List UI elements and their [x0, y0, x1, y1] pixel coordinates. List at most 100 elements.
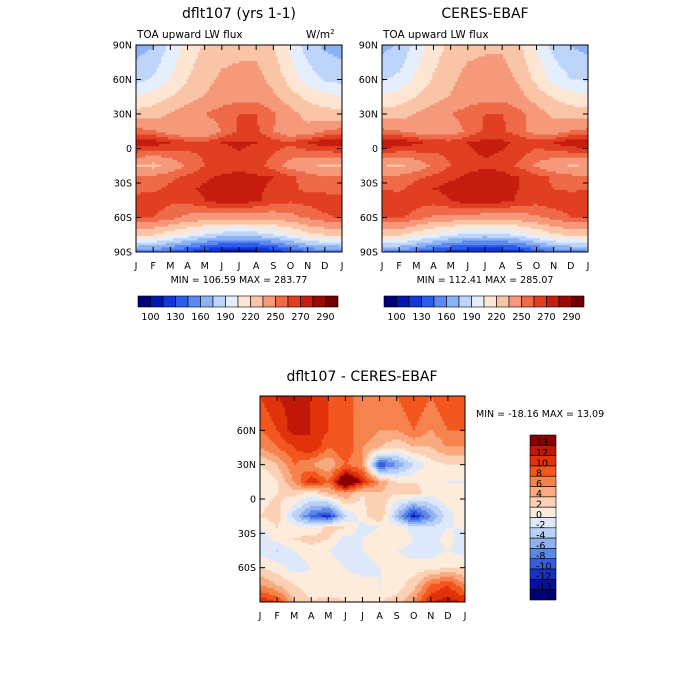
heatmap-cell — [138, 84, 142, 87]
heatmap-cell — [330, 97, 334, 101]
heatmap-cell — [241, 81, 245, 85]
heatmap-cell — [264, 65, 268, 69]
heatmap-cell — [287, 125, 290, 129]
heatmap-cell — [303, 130, 306, 133]
heatmap-cell — [273, 58, 277, 62]
heatmap-cell — [312, 58, 316, 62]
heatmap-cell — [287, 130, 290, 133]
heatmap-cell — [303, 68, 306, 71]
heatmap-cell — [170, 146, 174, 150]
heatmap-cell — [165, 169, 169, 173]
heatmap-cell — [218, 91, 222, 94]
heatmap-cell — [168, 45, 171, 48]
heatmap-cell — [136, 54, 139, 58]
heatmap-cell — [239, 125, 242, 129]
heatmap-cell — [168, 81, 171, 85]
heatmap-cell — [188, 61, 192, 64]
heatmap-cell — [264, 164, 268, 168]
heatmap-cell — [241, 49, 245, 53]
heatmap-cell — [156, 153, 160, 156]
heatmap-cell — [248, 56, 252, 60]
heatmap-cell — [268, 155, 272, 159]
heatmap-cell — [170, 58, 174, 62]
heatmap-cell — [291, 166, 295, 170]
heatmap-cell — [243, 68, 247, 71]
heatmap-cell — [225, 166, 229, 170]
heatmap-cell — [243, 72, 247, 76]
heatmap-cell — [145, 130, 149, 133]
heatmap-cell — [257, 157, 261, 161]
heatmap-cell — [211, 118, 215, 122]
heatmap-cell — [257, 130, 261, 133]
heatmap-cell — [305, 118, 309, 122]
heatmap-cell — [236, 74, 240, 78]
heatmap-cell — [158, 153, 162, 156]
heatmap-cell — [227, 137, 231, 140]
heatmap-cell — [277, 61, 281, 64]
heatmap-cell — [314, 132, 318, 136]
heatmap-cell — [337, 169, 341, 173]
heatmap-cell — [181, 125, 185, 129]
heatmap-cell — [303, 56, 306, 60]
heatmap-cell — [197, 130, 201, 133]
heatmap-cell — [335, 100, 339, 104]
heatmap-cell — [140, 130, 144, 133]
heatmap-cell — [211, 56, 215, 60]
heatmap-cell — [268, 162, 272, 166]
heatmap-cell — [211, 130, 215, 133]
heatmap-cell — [177, 160, 181, 163]
heatmap-cell — [184, 81, 187, 85]
heatmap-cell — [172, 160, 176, 163]
heatmap-cell — [305, 130, 309, 133]
heatmap-cell — [241, 130, 245, 133]
heatmap-cell — [303, 51, 306, 55]
heatmap-cell — [172, 49, 176, 53]
heatmap-cell — [190, 72, 194, 76]
heatmap-cell — [145, 150, 149, 154]
heatmap-cell — [136, 63, 139, 67]
heatmap-cell — [252, 97, 256, 101]
heatmap-cell — [168, 47, 171, 51]
heatmap-cell — [255, 104, 258, 108]
heatmap-cell — [298, 132, 302, 136]
heatmap-cell — [184, 114, 187, 117]
heatmap-cell — [289, 157, 293, 161]
heatmap-cell — [234, 155, 238, 159]
heatmap-cell — [200, 102, 203, 106]
heatmap-cell — [145, 51, 149, 55]
heatmap-cell — [163, 58, 167, 62]
heatmap-cell — [161, 111, 165, 115]
heatmap-cell — [257, 54, 261, 58]
heatmap-cell — [147, 91, 151, 94]
heatmap-cell — [190, 79, 194, 83]
heatmap-cell — [229, 166, 233, 170]
heatmap-cell — [332, 148, 336, 152]
heatmap-cell — [248, 127, 252, 131]
heatmap-cell — [277, 116, 281, 120]
heatmap-cell — [197, 88, 201, 92]
heatmap-cell — [264, 70, 268, 74]
heatmap-cell — [248, 141, 252, 145]
heatmap-cell — [181, 150, 185, 154]
heatmap-cell — [328, 137, 332, 140]
heatmap-cell — [277, 118, 281, 122]
heatmap-cell — [335, 63, 339, 67]
heatmap-cell — [202, 79, 206, 83]
heatmap-cell — [211, 166, 215, 170]
heatmap-cell — [309, 130, 313, 133]
heatmap-cell — [252, 93, 256, 97]
heatmap-cell — [211, 63, 215, 67]
heatmap-cell — [204, 111, 208, 115]
heatmap-cell — [287, 164, 290, 168]
heatmap-cell — [136, 139, 139, 143]
heatmap-cell — [335, 47, 339, 51]
heatmap-cell — [289, 155, 293, 159]
heatmap-cell — [268, 143, 272, 147]
heatmap-cell — [259, 164, 263, 168]
heatmap-cell — [186, 111, 190, 115]
heatmap-cell — [277, 125, 281, 129]
heatmap-cell — [209, 139, 213, 143]
heatmap-cell — [174, 139, 178, 143]
heatmap-cell — [236, 81, 240, 85]
heatmap-cell — [204, 63, 208, 67]
